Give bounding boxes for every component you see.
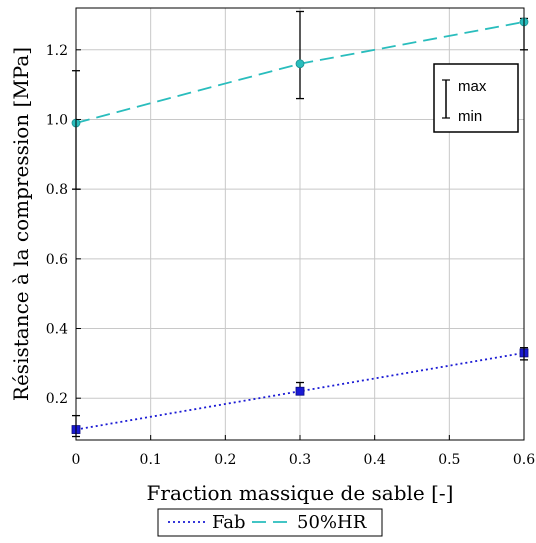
y-tick-label: 0.8 [46, 182, 68, 198]
data-point-fab [295, 386, 305, 396]
x-axis-label: Fraction massique de sable [-] [147, 481, 454, 505]
x-tick-label: 0.4 [364, 452, 386, 468]
y-tick-label: 1.2 [46, 43, 68, 59]
annotation-max-label: max [458, 78, 487, 95]
data-point-50hr [295, 59, 305, 69]
annotation-min-label: min [458, 108, 482, 125]
y-tick-label: 0.4 [46, 322, 68, 338]
x-tick-label: 0.3 [289, 452, 311, 468]
x-tick-label: 0.1 [140, 452, 162, 468]
x-tick-label: 0.5 [438, 452, 460, 468]
tick-labels: 0 0.1 0.2 0.3 0.4 0.5 0.6 0.2 0.4 0.6 0.8 1.0 1.2 [46, 43, 535, 468]
x-tick-label: 0.6 [513, 452, 535, 468]
legend-frame [157, 508, 383, 537]
y-axis-label: Résistance à la compression [MPa] [9, 47, 33, 401]
y-tick-label: 0.6 [46, 252, 68, 268]
y-tick-label: 1.0 [46, 112, 68, 128]
legend-label-fab: Fab [212, 512, 246, 533]
y-tick-label: 0.2 [46, 391, 68, 407]
min-max-annotation: max min [433, 63, 519, 133]
legend: Fab 50%HR [157, 508, 383, 537]
annotation-frame [433, 63, 519, 133]
x-tick-label: 0.2 [214, 452, 236, 468]
x-tick-label: 0 [72, 452, 81, 468]
series-line-fab [75, 352, 525, 431]
legend-label-50hr: 50%HR [297, 512, 367, 533]
